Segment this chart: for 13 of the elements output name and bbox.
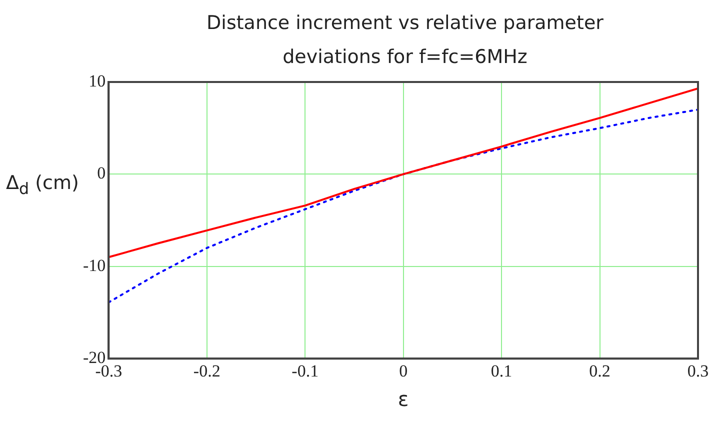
x-tick-label: 0.3 — [687, 361, 709, 380]
x-tick-label: 0.2 — [589, 361, 610, 380]
x-tick-label: 0.1 — [490, 361, 512, 380]
y-tick-label: -10 — [82, 256, 106, 275]
y-tick-label: 0 — [97, 164, 106, 183]
y-tick-label: 10 — [88, 71, 106, 90]
line-series — [108, 108, 698, 304]
x-tick-label: -0.2 — [193, 361, 220, 380]
x-axis-title: ε — [398, 387, 409, 412]
chart-title: Distance increment vs relative parameter deviations for f=fc=6MHz — [206, 11, 604, 70]
y-axis-title: Δ$_{d}$ (cm) — [6, 172, 79, 198]
x-tick-label: 0 — [399, 361, 408, 380]
x-tick-label: -0.1 — [292, 361, 319, 380]
